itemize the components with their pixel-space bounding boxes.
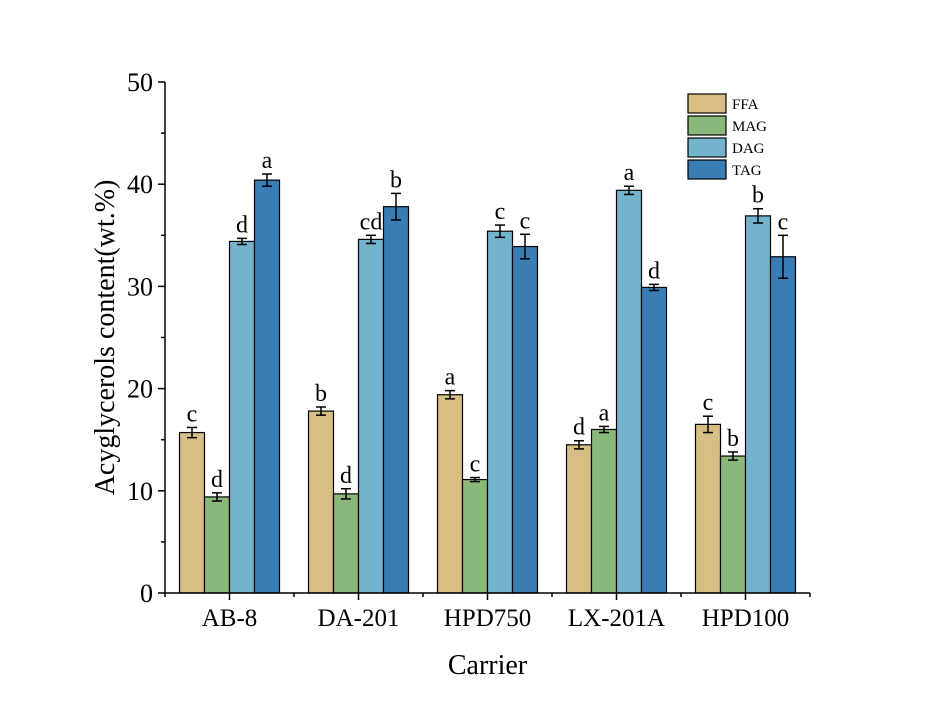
significance-label: b [315, 381, 327, 407]
bar-ffa-lx-201a [565, 444, 593, 594]
bar-ffa-da-201 [307, 410, 335, 594]
bar-tag-da-201 [382, 206, 410, 594]
significance-label: b [390, 167, 402, 193]
legend-swatch-dag [687, 137, 727, 158]
y-tick-label: 20 [127, 375, 153, 404]
bar-dag-lx-201a [615, 189, 643, 594]
bar-dag-hpd750 [486, 230, 514, 594]
significance-label: c [778, 209, 789, 235]
legend-swatch-ffa [687, 93, 727, 114]
y-tick-label: 40 [127, 170, 153, 199]
y-tick-label: 50 [127, 68, 153, 97]
significance-label: cd [360, 209, 383, 235]
y-tick-label: 30 [127, 272, 153, 301]
significance-label: b [727, 426, 739, 452]
bar-tag-lx-201a [640, 286, 668, 594]
legend-swatch-mag [687, 115, 727, 136]
significance-label: d [340, 463, 352, 489]
significance-label: d [211, 467, 223, 493]
significance-label: c [703, 390, 714, 416]
bar-ffa-hpd750 [436, 394, 464, 594]
bar-tag-ab-8 [253, 179, 281, 594]
legend-label-ffa: FFA [732, 97, 759, 113]
error-bars-layer [187, 173, 788, 502]
legend-label-tag: TAG [732, 163, 762, 179]
bar-mag-hpd750 [461, 478, 489, 594]
x-tick-label: HPD750 [444, 605, 532, 632]
legend: FFA MAG DAG TAG [687, 93, 767, 180]
x-tick-label: DA-201 [318, 605, 400, 632]
bar-dag-ab-8 [228, 240, 256, 594]
bar-tag-hpd750 [511, 245, 539, 594]
significance-label: a [445, 365, 456, 391]
significance-label: c [520, 208, 531, 234]
bar-mag-hpd100 [719, 455, 747, 594]
y-tick-label: 10 [127, 477, 153, 506]
x-tick-label: LX-201A [568, 605, 665, 632]
bar-dag-hpd100 [744, 215, 772, 594]
significance-label: d [236, 212, 248, 238]
significance-label: c [495, 199, 506, 225]
bar-dag-da-201 [357, 238, 385, 594]
legend-swatch-tag [687, 159, 727, 180]
significance-label: c [187, 401, 198, 427]
x-axis-title: Carrier [448, 650, 528, 681]
x-tick-label: HPD100 [702, 605, 790, 632]
legend-label-mag: MAG [732, 119, 767, 135]
significance-label: d [573, 415, 585, 441]
axes-layer: 0 10 20 30 40 50 AB-8 DA-201 HPD750 LX-201A HPD100 [127, 68, 811, 632]
bar-tag-hpd100 [769, 256, 797, 594]
significance-label: d [648, 258, 660, 284]
bar-mag-ab-8 [203, 496, 231, 594]
x-tick-label: AB-8 [202, 605, 258, 632]
significance-label: b [752, 183, 764, 209]
bar-ffa-hpd100 [694, 423, 722, 594]
bar-mag-da-201 [332, 493, 360, 594]
significance-label: a [599, 400, 610, 426]
significance-label: a [262, 148, 273, 174]
significance-label: c [470, 452, 481, 478]
legend-label-dag: DAG [732, 141, 765, 157]
y-axis-title: Acyglycerols content(wt.%) [90, 180, 121, 496]
bar-mag-lx-201a [590, 428, 618, 594]
bar-ffa-ab-8 [178, 431, 206, 594]
bars-layer [178, 179, 797, 594]
significance-label: a [624, 160, 635, 186]
y-tick-label: 0 [140, 579, 153, 608]
